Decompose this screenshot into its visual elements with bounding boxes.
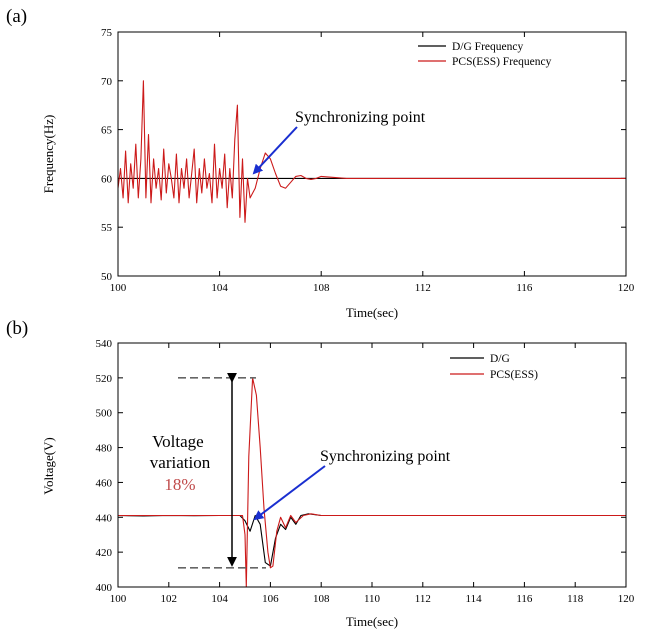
- series-line-1: [117, 80, 626, 223]
- x-axis-title-b: Time(sec): [346, 614, 398, 629]
- y-tick-label: 500: [96, 408, 113, 420]
- legend-label-pcs: PCS(ESS): [490, 369, 538, 381]
- x-tick-label: 116: [516, 282, 533, 294]
- x-tick-label: 118: [567, 593, 584, 605]
- y-axis-title-b: Voltage(V): [41, 437, 56, 495]
- plot-frame-a: [117, 31, 627, 277]
- y-tick-label: 65: [101, 125, 113, 137]
- panel-label-a: (a): [6, 6, 27, 27]
- annotation-sync-point-a: Synchronizing point: [295, 109, 426, 126]
- x-tick-label: 110: [364, 593, 381, 605]
- y-tick-label: 520: [96, 373, 113, 385]
- plot-frame-b: [117, 342, 627, 588]
- annotation-arrow-a: [252, 126, 298, 175]
- voltage-variation-value: 18%: [164, 475, 195, 494]
- y-tick-label: 440: [96, 512, 113, 524]
- x-tick-label: 108: [313, 593, 330, 605]
- y-tick-label: 75: [101, 27, 113, 39]
- y-tick-label: 400: [96, 582, 113, 594]
- voltage-variation-word1: Voltage: [152, 432, 204, 451]
- x-tick-label: 116: [516, 593, 533, 605]
- legend-b: D/G PCS(ESS): [450, 353, 538, 381]
- series-line-0: [117, 513, 626, 567]
- voltage-variation-word2: variation: [150, 453, 211, 472]
- legend-label-dg-frequency: D/G Frequency: [452, 41, 523, 53]
- annotation-arrow-b: [253, 465, 326, 521]
- x-tick-label: 100: [110, 282, 127, 294]
- y-tick-label: 70: [101, 76, 113, 88]
- x-tick-label: 112: [415, 282, 431, 294]
- annotation-sync-point-b: Synchronizing point: [320, 448, 451, 465]
- x-tick-label: 100: [110, 593, 127, 605]
- x-tick-label: 120: [618, 282, 635, 294]
- series-lines: [117, 377, 626, 588]
- panel-label-b: (b): [6, 318, 28, 339]
- y-tick-label: 480: [96, 443, 113, 455]
- x-tick-label: 112: [415, 593, 431, 605]
- frequency-chart: 50 55 60 65 70 75 100 104 108 112 116 120 Time(sec…: [41, 27, 635, 320]
- x-tick-label: 104: [211, 282, 228, 294]
- x-axis-ticks: 100 102 104 106 108 110 112 114 116 118 120: [110, 343, 635, 605]
- x-tick-label: 114: [466, 593, 483, 605]
- x-tick-label: 104: [211, 593, 228, 605]
- y-axis-ticks: 400 420 440 460 480 500 520 540: [96, 338, 626, 594]
- x-tick-label: 102: [161, 593, 178, 605]
- x-tick-label: 108: [313, 282, 330, 294]
- y-tick-label: 420: [96, 547, 113, 559]
- annotation-voltage-variation-line1: Voltage variation: [150, 432, 211, 472]
- x-tick-label: 106: [262, 593, 279, 605]
- y-tick-label: 50: [101, 271, 113, 283]
- y-tick-label: 460: [96, 477, 113, 489]
- voltage-chart: 400 420 440 460 480 500 520 540 100 102 104 106 108…: [41, 338, 635, 629]
- legend-label-pcs-frequency: PCS(ESS) Frequency: [452, 56, 552, 68]
- y-tick-label: 60: [101, 173, 113, 185]
- y-tick-label: 540: [96, 338, 113, 350]
- x-tick-label: 120: [618, 593, 635, 605]
- legend-label-dg: D/G: [490, 353, 510, 365]
- y-axis-title-a: Frequency(Hz): [41, 115, 56, 194]
- x-axis-title-a: Time(sec): [346, 305, 398, 320]
- legend-a: D/G Frequency PCS(ESS) Frequency: [418, 41, 552, 68]
- series-line-1: [118, 377, 626, 588]
- y-tick-label: 55: [101, 222, 113, 234]
- series-lines: [117, 80, 626, 223]
- x-axis-ticks: 100 104 108 112 116 120: [110, 32, 635, 294]
